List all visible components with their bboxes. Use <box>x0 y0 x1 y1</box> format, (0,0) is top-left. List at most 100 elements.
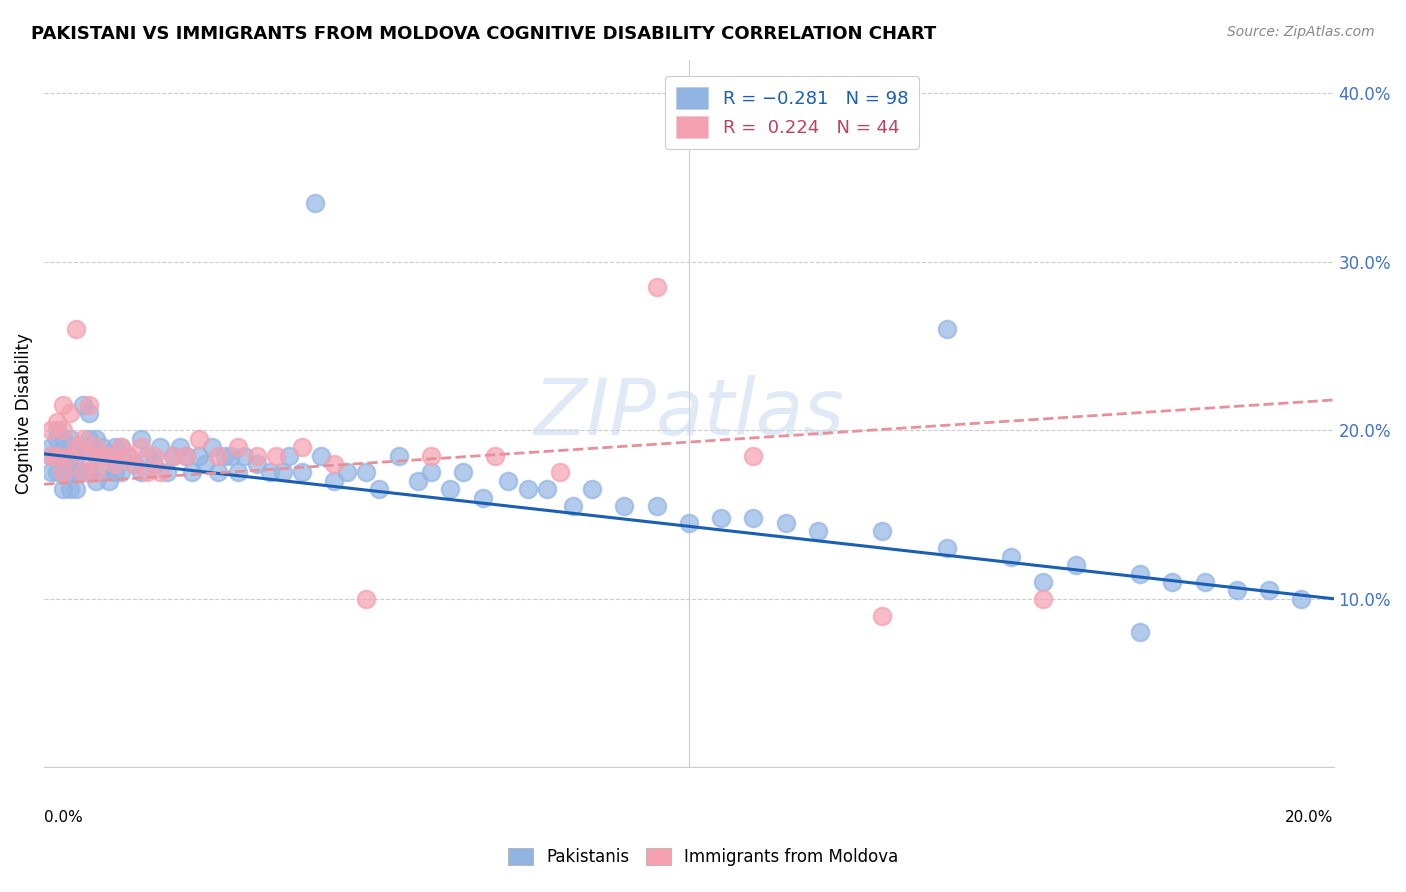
Point <box>169 440 191 454</box>
Point <box>471 491 494 505</box>
Point <box>516 482 538 496</box>
Point <box>59 432 82 446</box>
Point <box>136 466 159 480</box>
Legend: R = −0.281   N = 98, R =  0.224   N = 44: R = −0.281 N = 98, R = 0.224 N = 44 <box>665 76 920 149</box>
Point <box>872 608 894 623</box>
Point <box>46 449 69 463</box>
Point <box>613 499 636 513</box>
Point <box>214 449 236 463</box>
Point <box>59 466 82 480</box>
Point <box>264 449 287 463</box>
Point <box>645 499 668 513</box>
Point <box>187 432 209 446</box>
Point <box>1194 574 1216 589</box>
Point <box>52 466 75 480</box>
Point <box>181 466 204 480</box>
Point <box>39 440 62 454</box>
Point <box>1129 625 1152 640</box>
Point <box>77 432 100 446</box>
Point <box>52 423 75 437</box>
Point <box>420 449 443 463</box>
Point <box>1064 558 1087 572</box>
Point <box>124 457 146 471</box>
Point <box>91 449 114 463</box>
Point <box>872 524 894 539</box>
Point <box>136 449 159 463</box>
Point <box>91 466 114 480</box>
Point <box>388 449 411 463</box>
Point <box>142 449 165 463</box>
Text: PAKISTANI VS IMMIGRANTS FROM MOLDOVA COGNITIVE DISABILITY CORRELATION CHART: PAKISTANI VS IMMIGRANTS FROM MOLDOVA COG… <box>31 25 936 43</box>
Point <box>233 449 256 463</box>
Point <box>129 432 152 446</box>
Point <box>149 466 172 480</box>
Point <box>368 482 391 496</box>
Point <box>104 466 127 480</box>
Point <box>187 449 209 463</box>
Point <box>110 440 132 454</box>
Point <box>226 440 249 454</box>
Point <box>46 466 69 480</box>
Point <box>1129 566 1152 581</box>
Point <box>561 499 583 513</box>
Point <box>1032 591 1054 606</box>
Point <box>72 466 94 480</box>
Legend: Pakistanis, Immigrants from Moldova: Pakistanis, Immigrants from Moldova <box>501 841 905 873</box>
Point <box>742 449 765 463</box>
Point <box>65 482 87 496</box>
Point <box>65 449 87 463</box>
Point <box>336 466 359 480</box>
Point <box>678 516 700 530</box>
Y-axis label: Cognitive Disability: Cognitive Disability <box>15 333 32 494</box>
Point <box>323 474 346 488</box>
Point <box>142 457 165 471</box>
Point <box>46 415 69 429</box>
Point <box>77 466 100 480</box>
Point <box>439 482 461 496</box>
Point <box>1032 574 1054 589</box>
Point <box>84 432 107 446</box>
Point <box>52 449 75 463</box>
Point <box>174 449 197 463</box>
Point <box>59 482 82 496</box>
Point <box>1000 549 1022 564</box>
Point <box>104 457 127 471</box>
Point <box>59 449 82 463</box>
Point <box>935 322 957 336</box>
Point <box>77 398 100 412</box>
Point <box>65 466 87 480</box>
Point <box>194 457 217 471</box>
Point <box>1161 574 1184 589</box>
Point <box>356 466 378 480</box>
Point <box>52 482 75 496</box>
Point <box>129 440 152 454</box>
Point <box>548 466 571 480</box>
Text: ZIPatlas: ZIPatlas <box>533 376 845 451</box>
Point <box>1226 583 1249 598</box>
Point <box>259 466 281 480</box>
Point <box>129 466 152 480</box>
Point <box>278 449 301 463</box>
Point <box>84 449 107 463</box>
Point <box>84 440 107 454</box>
Point <box>77 406 100 420</box>
Point <box>39 423 62 437</box>
Point <box>91 440 114 454</box>
Point <box>52 466 75 480</box>
Point <box>117 449 139 463</box>
Point <box>246 457 269 471</box>
Point <box>46 423 69 437</box>
Point <box>104 440 127 454</box>
Point <box>72 440 94 454</box>
Point <box>484 449 506 463</box>
Point <box>207 466 229 480</box>
Point <box>742 511 765 525</box>
Point <box>84 466 107 480</box>
Point <box>420 466 443 480</box>
Point <box>304 195 326 210</box>
Point <box>97 449 120 463</box>
Point <box>271 466 294 480</box>
Point <box>291 440 314 454</box>
Point <box>162 449 184 463</box>
Point <box>1258 583 1281 598</box>
